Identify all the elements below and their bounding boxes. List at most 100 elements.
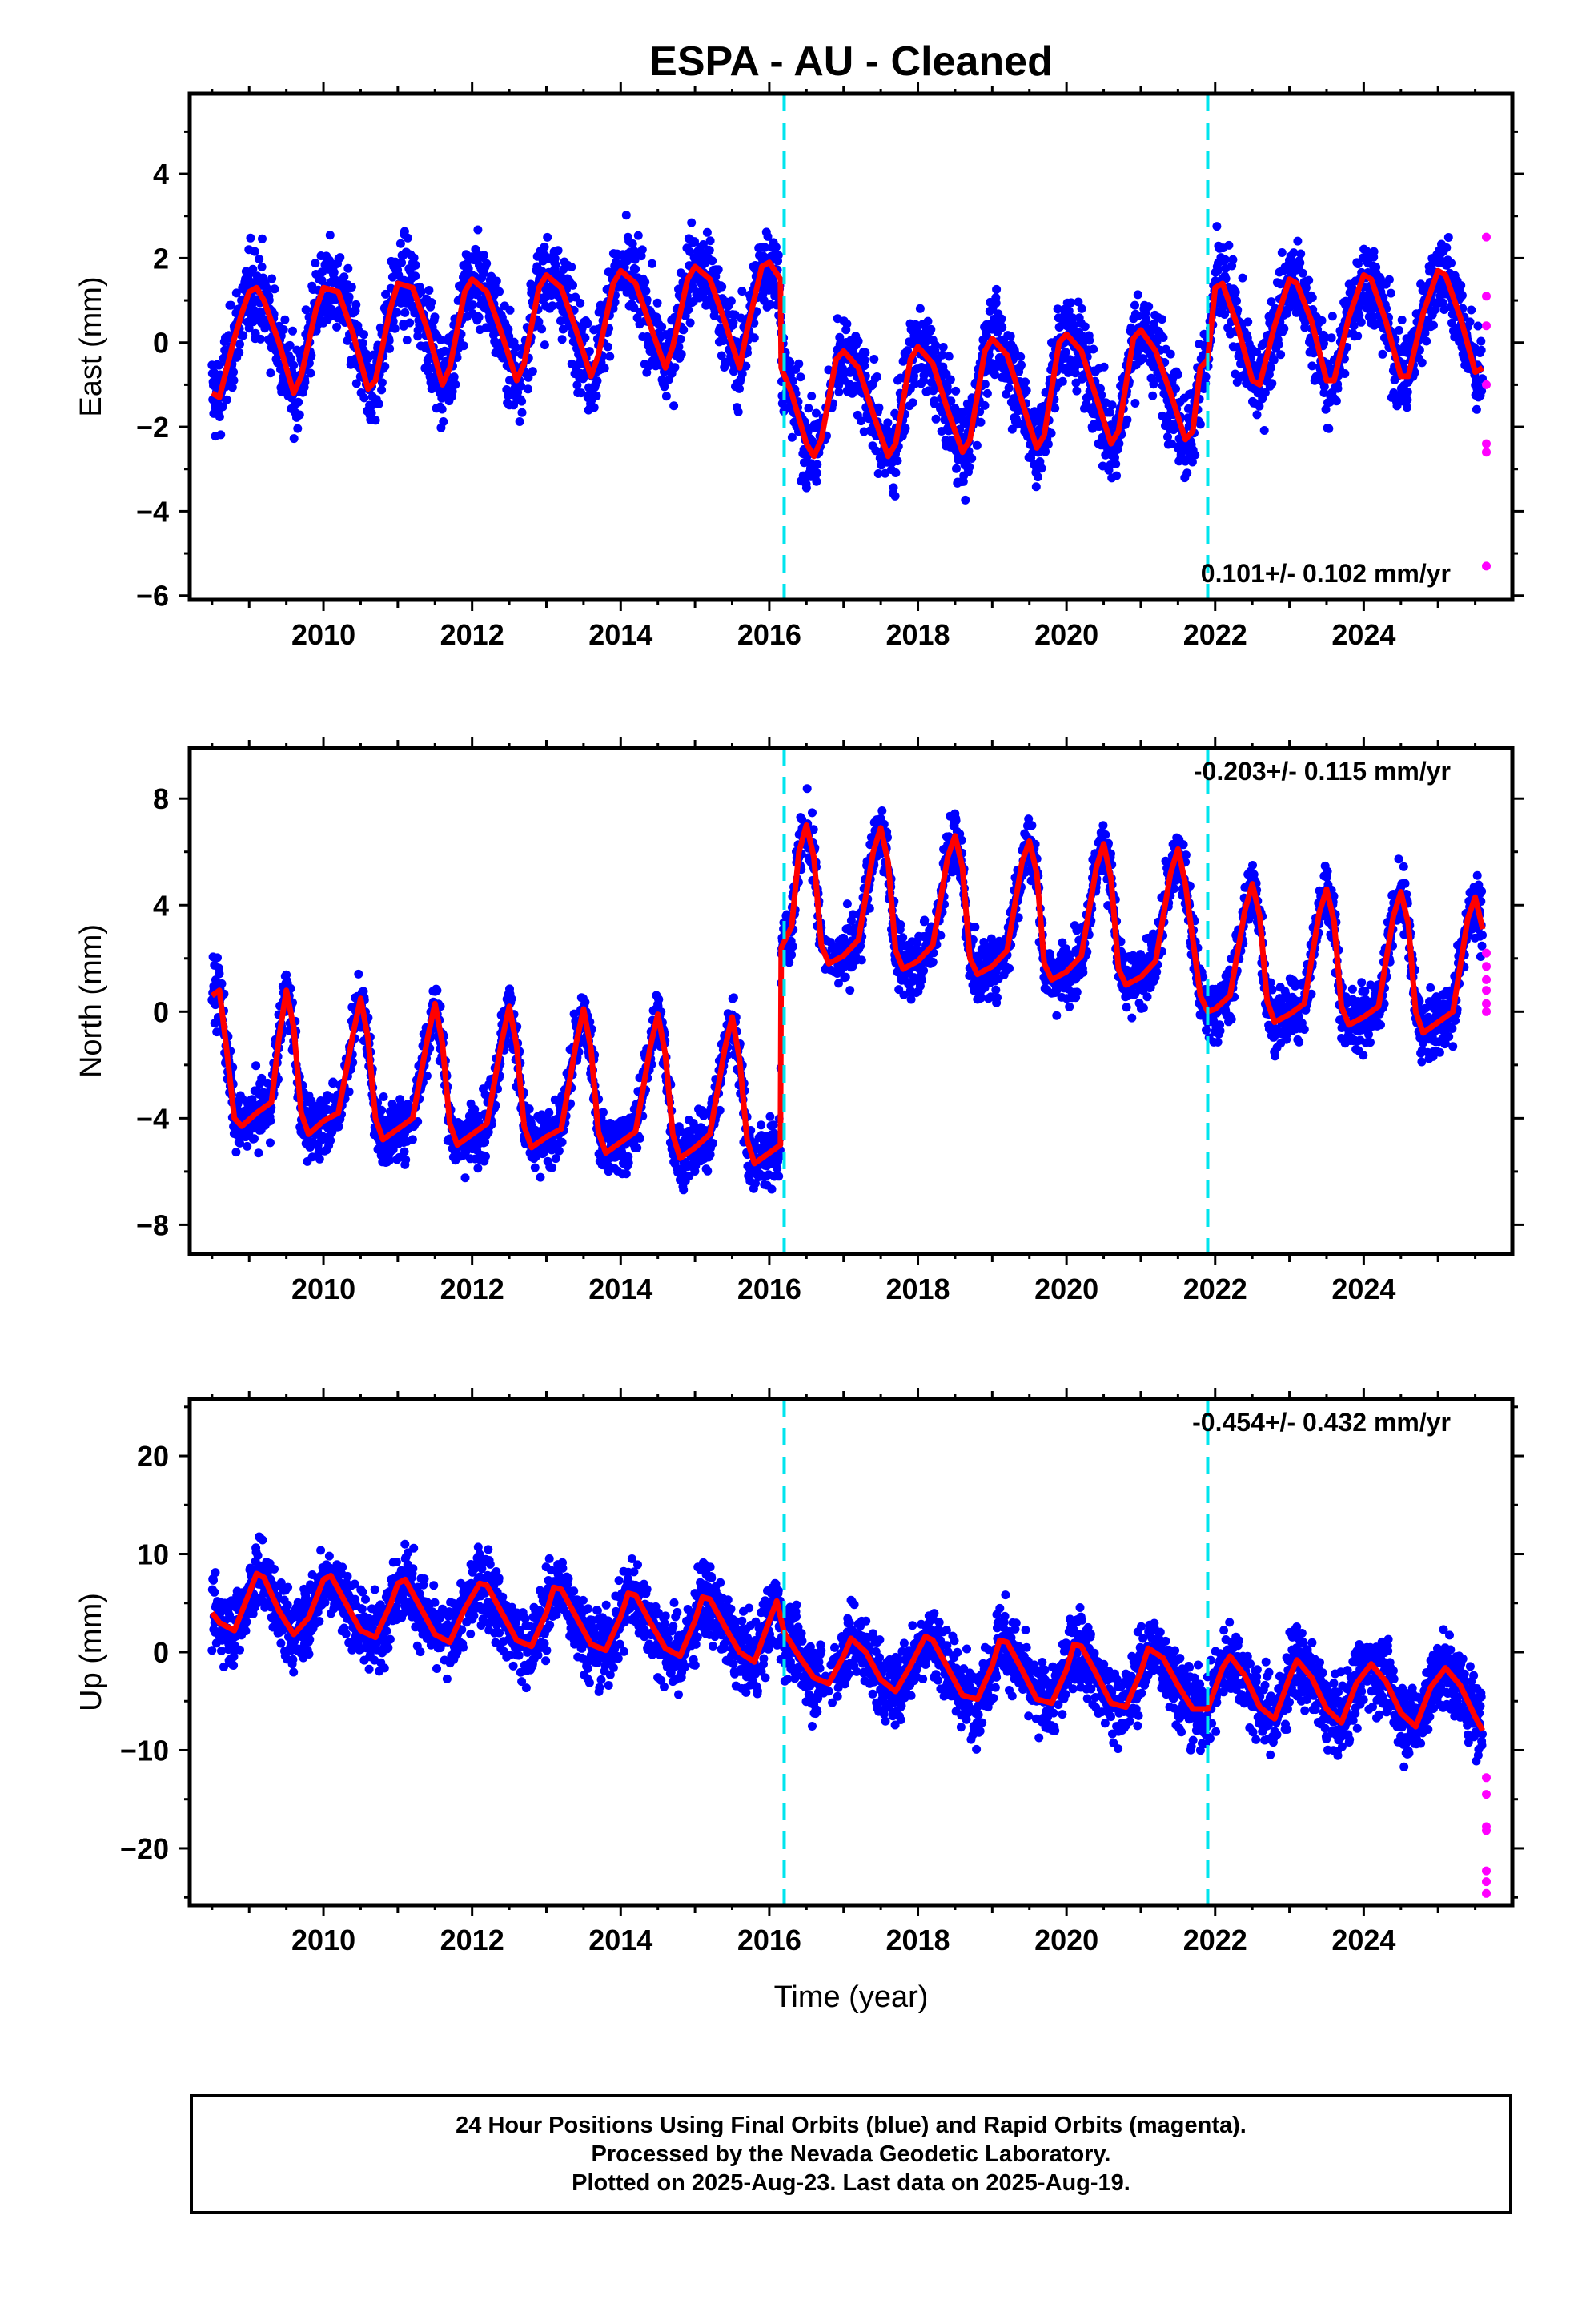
east-final-point [1058,376,1067,386]
east-final-point [1369,247,1379,256]
east-final-point [1046,428,1056,438]
east-final-point [1476,336,1486,346]
east-final-point [540,340,549,350]
east-final-point [633,231,643,240]
east-y-tick-label: 2 [153,242,169,275]
east-final-point [1422,336,1431,346]
east-x-tick-label: 2018 [885,618,950,651]
east-final-point [629,303,639,312]
east-final-point [982,388,992,398]
east-final-point [800,458,809,468]
east-final-point [306,368,315,378]
east-final-point [1443,233,1453,242]
east-final-point [718,336,728,345]
north-final-point [235,1138,244,1148]
east-final-point [1378,349,1387,359]
east-final-point [1066,298,1076,308]
east-final-point [307,351,316,360]
east-final-point [717,351,726,360]
east-final-point [1277,248,1287,257]
east-final-point [400,227,409,236]
east-final-point [813,460,822,469]
east-final-point [1167,439,1176,448]
east-final-point [834,380,843,390]
east-final-point [1259,426,1269,435]
east-final-point [1182,468,1192,478]
north-final-point [251,1061,261,1071]
east-final-point [1043,440,1053,449]
east-final-point [557,335,567,344]
east-final-point [873,372,881,381]
east-final-point [286,354,295,364]
east-final-point [976,417,986,427]
east-final-point [1096,384,1105,393]
east-final-point [325,231,335,240]
east-final-point [468,300,478,310]
east-rapid-point [1482,380,1491,389]
east-final-point [1333,384,1343,393]
east-final-point [1163,432,1172,441]
east-final-point [1267,363,1275,372]
east-final-point [437,404,447,414]
east-final-point [729,367,738,376]
north-final-point [548,1163,557,1172]
east-final-point [479,251,488,260]
east-final-point [1319,382,1329,392]
east-final-point [1447,259,1456,268]
east-final-point [1157,315,1166,324]
east-final-point [216,430,226,440]
east-rate-label: 0.101+/- 0.102 mm/yr [1201,559,1451,588]
east-final-point [1017,360,1026,370]
east-final-point [385,344,395,353]
east-final-point [1085,336,1094,345]
east-final-point [430,312,440,322]
east-x-tick-label: 2010 [291,618,355,651]
east-final-point [411,260,420,270]
east-rapid-point [1482,448,1491,457]
east-final-point [1269,356,1279,364]
east-x-tick-label: 2022 [1183,618,1247,651]
east-final-point [517,408,527,417]
east-final-point [1133,290,1142,300]
east-final-point [1053,304,1062,314]
east-final-point [492,276,501,286]
east-final-point [1130,399,1140,408]
east-final-point [1022,386,1031,396]
east-final-point [251,328,260,338]
east-final-point [1016,352,1026,361]
east-final-point [990,370,999,380]
east-final-point [1232,296,1241,306]
east-final-point [794,359,804,368]
east-final-point [676,334,685,344]
east-final-point [961,495,970,505]
east-final-point [763,231,773,241]
east-final-point [950,404,960,413]
east-final-point [1130,300,1139,310]
east-final-point [1033,472,1042,482]
east-final-point [1324,424,1334,433]
panel-north: 2010 2012 2014 2016 2018 2020 2022 2024840−4−8N… [74,737,1524,1305]
east-final-point [571,292,580,302]
east-x-tick-label: 2012 [440,618,504,651]
east-final-point [637,245,647,255]
east-final-point [1050,404,1060,413]
east-final-point [1356,317,1366,327]
east-final-point [343,263,353,273]
east-final-point [1276,350,1286,360]
north-final-point [266,1116,275,1125]
east-final-point [1252,347,1262,356]
east-final-point [812,408,821,418]
east-final-point [1134,311,1143,320]
east-final-point [1061,348,1070,357]
north-final-point [544,1108,554,1117]
east-final-point [1465,317,1475,327]
east-final-point [687,218,697,227]
east-final-point [347,283,356,292]
north-final-point [231,1148,241,1157]
east-final-point [733,407,743,416]
east-final-point [1220,310,1229,319]
east-final-point [556,316,565,326]
east-final-point [910,380,920,388]
east-final-point [267,274,277,283]
east-final-point [524,372,533,382]
